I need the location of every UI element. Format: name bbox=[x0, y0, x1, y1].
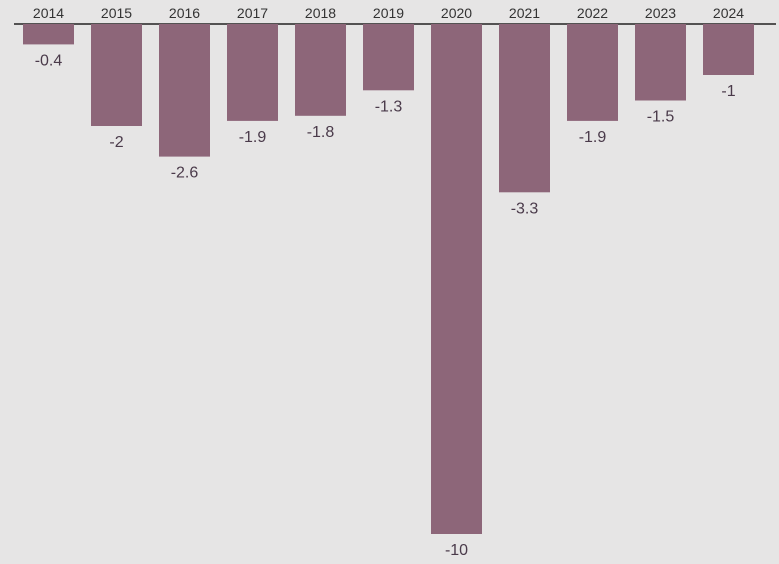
category-label-2019: 2019 bbox=[373, 5, 404, 21]
category-label-2018: 2018 bbox=[305, 5, 336, 21]
category-labels-group: 2014 2015 2016 2017 2018 2019 2020 2021 2022 2023… bbox=[33, 5, 744, 21]
value-label-2022: -1.9 bbox=[579, 129, 607, 146]
bar-2022 bbox=[567, 24, 618, 121]
bar-2024 bbox=[703, 24, 754, 75]
value-label-2019: -1.3 bbox=[375, 98, 403, 115]
value-labels-group: -0.4 -2 -2.6 -1.9 -1.8 -1.3 -10 -3.3 -1.9 -1.5 -1 bbox=[35, 52, 736, 559]
value-label-2014: -0.4 bbox=[35, 52, 63, 69]
value-label-2020: -10 bbox=[445, 542, 468, 559]
category-label-2015: 2015 bbox=[101, 5, 132, 21]
bar-2023 bbox=[635, 24, 686, 101]
bar-2014 bbox=[23, 24, 74, 45]
category-label-2024: 2024 bbox=[713, 5, 744, 21]
category-label-2020: 2020 bbox=[441, 5, 472, 21]
category-label-2014: 2014 bbox=[33, 5, 64, 21]
value-label-2017: -1.9 bbox=[239, 129, 267, 146]
bar-2019 bbox=[363, 24, 414, 91]
category-label-2016: 2016 bbox=[169, 5, 200, 21]
value-label-2023: -1.5 bbox=[647, 109, 675, 126]
bar-2015 bbox=[91, 24, 142, 126]
value-label-2018: -1.8 bbox=[307, 124, 335, 141]
bar-2018 bbox=[295, 24, 346, 116]
value-label-2021: -3.3 bbox=[511, 200, 539, 217]
bar-2016 bbox=[159, 24, 210, 157]
bar-2017 bbox=[227, 24, 278, 121]
bar-2021 bbox=[499, 24, 550, 193]
bar-2020 bbox=[431, 24, 482, 534]
category-label-2017: 2017 bbox=[237, 5, 268, 21]
value-label-2024: -1 bbox=[721, 83, 735, 100]
category-label-2022: 2022 bbox=[577, 5, 608, 21]
bars-group bbox=[23, 24, 754, 534]
value-label-2016: -2.6 bbox=[171, 165, 199, 182]
category-label-2021: 2021 bbox=[509, 5, 540, 21]
value-label-2015: -2 bbox=[109, 134, 123, 151]
category-label-2023: 2023 bbox=[645, 5, 676, 21]
